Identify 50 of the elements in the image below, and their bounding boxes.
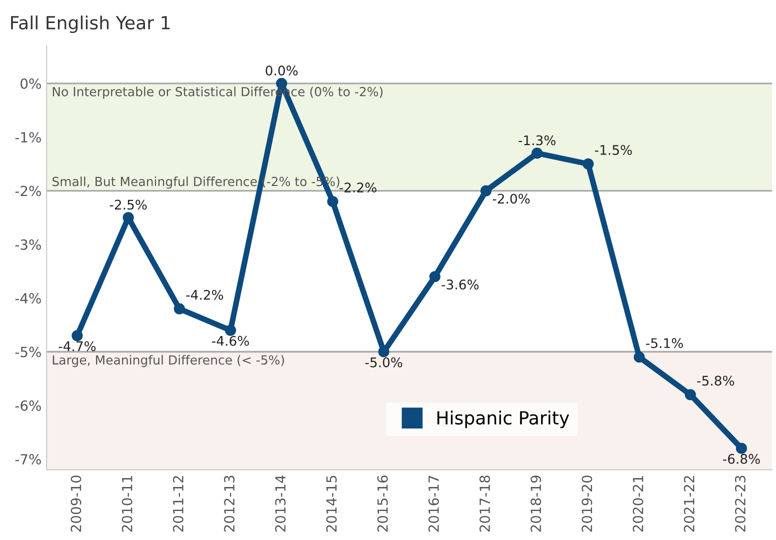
point (72, 330, 83, 342)
point (634, 352, 645, 363)
data-label: -2.5% (110, 200, 147, 210)
y-tick-label: -3% (15, 239, 41, 250)
data-label: -2.2% (339, 182, 376, 193)
data-label: -6.8% (722, 454, 760, 464)
data-label: -1.3% (518, 135, 556, 146)
x-tick-label: 2021-22 (684, 476, 694, 532)
data-label: 0.0% (266, 66, 298, 76)
y-tick-label: -6% (15, 400, 41, 411)
point (684, 389, 696, 400)
point (174, 303, 185, 314)
point (582, 158, 594, 170)
ref-line-label: Large, Meaningful Difference (< -5%) (52, 354, 284, 368)
x-tick-label: 2010-11 (122, 476, 132, 532)
x-tick-label: 2020-21 (632, 476, 644, 532)
y-tick-label: 0% (20, 78, 41, 89)
legend-label: Hispanic Parity (437, 410, 570, 428)
y-tick-label: -2% (15, 186, 41, 196)
x-tick-label: 2015-16 (377, 476, 388, 532)
y-tick-label: -5% (15, 346, 41, 358)
point (480, 185, 492, 196)
y-tick-label: -1% (15, 132, 41, 143)
x-tick-label: 2019-20 (582, 476, 592, 532)
data-label: -4.7% (58, 341, 96, 352)
y-tick-label: -4% (15, 293, 41, 304)
x-tick-label: 2011-12 (172, 476, 184, 532)
x-tick-label: 2012-13 (224, 476, 235, 532)
point (224, 324, 236, 336)
point (327, 196, 338, 208)
data-label: -3.6% (442, 280, 479, 290)
data-label: -5.8% (697, 376, 734, 386)
x-tick-label: 2022-23 (734, 476, 746, 532)
point (736, 442, 748, 454)
point (532, 148, 543, 159)
data-label: -2.0% (492, 194, 530, 204)
x-tick-label: 2017-18 (480, 476, 490, 532)
point (429, 271, 440, 282)
x-tick-label: 2018-19 (530, 476, 542, 532)
x-tick-label: 2009-10 (70, 476, 82, 532)
y-tick-label: -7% (15, 454, 41, 465)
x-tick-label: 2014-15 (326, 476, 337, 532)
data-label: -5.0% (365, 357, 402, 368)
chart-title: Fall English Year 1 (11, 16, 170, 34)
x-tick-label: 2013-14 (275, 475, 286, 532)
data-label: -4.2% (186, 290, 224, 300)
data-label: -1.5% (594, 144, 632, 155)
x-tick-label: 2016-17 (428, 476, 439, 532)
data-label: -4.6% (212, 336, 249, 346)
data-label: -5.1% (646, 338, 683, 348)
